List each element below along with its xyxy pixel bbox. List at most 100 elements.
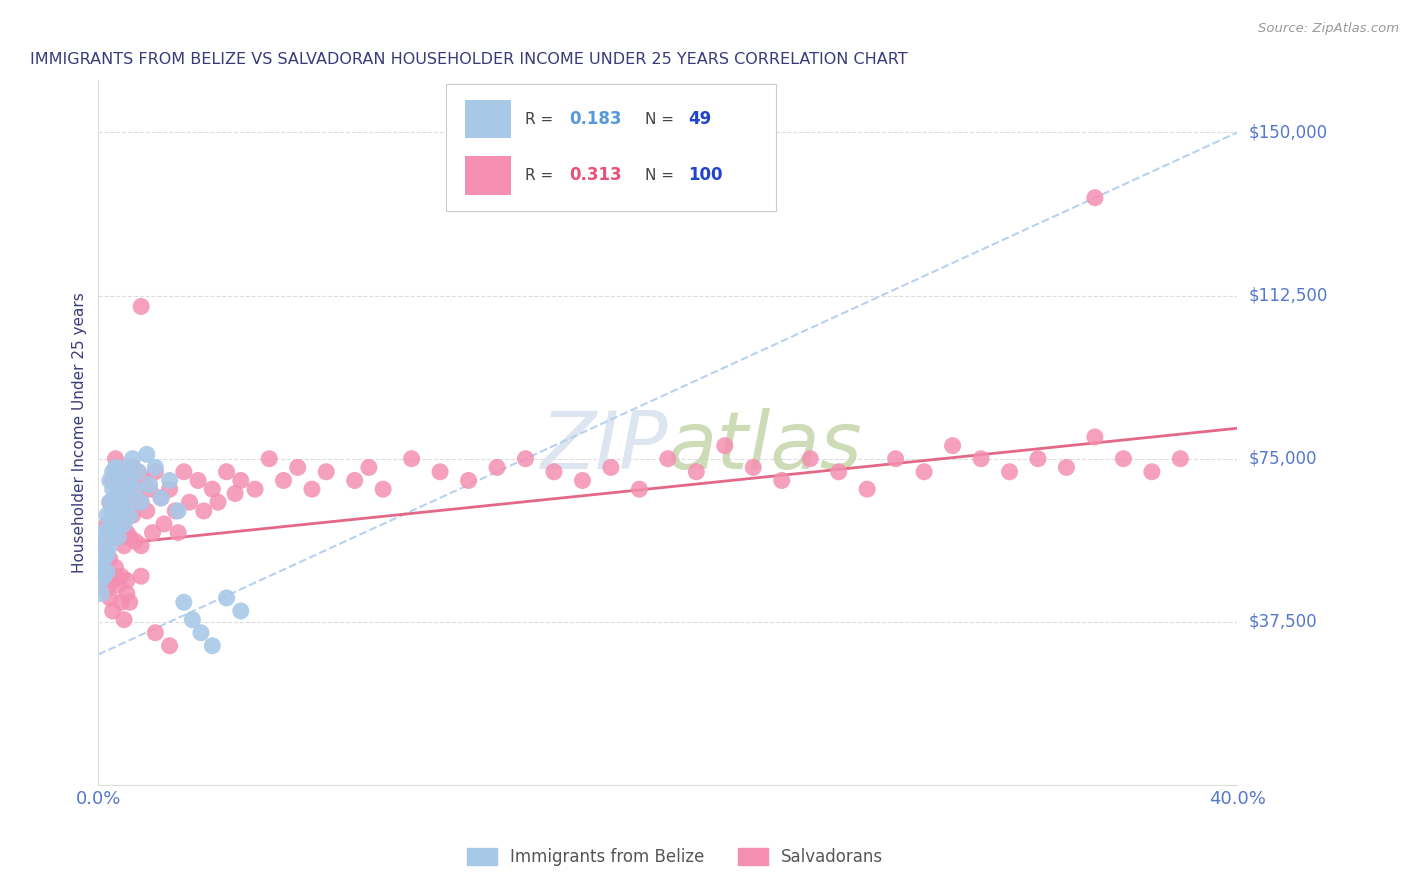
Point bbox=[1140, 465, 1163, 479]
Point bbox=[98, 474, 121, 488]
Point bbox=[1170, 451, 1192, 466]
Point bbox=[970, 451, 993, 466]
Point bbox=[101, 465, 124, 479]
Point bbox=[942, 439, 965, 453]
Point bbox=[129, 495, 152, 509]
Point bbox=[110, 516, 132, 531]
Point bbox=[884, 451, 907, 466]
Point bbox=[124, 482, 146, 496]
Point bbox=[343, 474, 366, 488]
Text: $37,500: $37,500 bbox=[1249, 613, 1317, 631]
Point bbox=[1084, 430, 1107, 444]
Text: $75,000: $75,000 bbox=[1249, 450, 1317, 467]
Point bbox=[110, 569, 132, 583]
Point bbox=[96, 565, 118, 579]
Point bbox=[96, 516, 118, 531]
Point bbox=[118, 508, 141, 523]
Point bbox=[98, 495, 121, 509]
Point bbox=[101, 604, 124, 618]
Point bbox=[193, 504, 215, 518]
Point bbox=[90, 560, 112, 574]
Point bbox=[110, 469, 132, 483]
Point bbox=[96, 582, 118, 597]
Point bbox=[98, 591, 121, 605]
Point bbox=[104, 491, 127, 505]
Point bbox=[101, 574, 124, 588]
Point bbox=[90, 586, 112, 600]
Point bbox=[770, 474, 793, 488]
Point bbox=[207, 495, 229, 509]
Point bbox=[104, 560, 127, 574]
Point bbox=[401, 451, 423, 466]
Point bbox=[96, 508, 118, 523]
Point bbox=[121, 460, 143, 475]
Point bbox=[90, 574, 112, 588]
Point bbox=[187, 474, 209, 488]
Point bbox=[201, 482, 224, 496]
Text: R =: R = bbox=[526, 168, 558, 183]
Point bbox=[98, 551, 121, 566]
FancyBboxPatch shape bbox=[446, 84, 776, 211]
Point bbox=[115, 586, 138, 600]
Point bbox=[101, 482, 124, 496]
Point bbox=[135, 504, 157, 518]
Point bbox=[110, 465, 132, 479]
Point bbox=[259, 451, 281, 466]
Point bbox=[107, 530, 129, 544]
Point bbox=[129, 300, 152, 314]
Point bbox=[1084, 191, 1107, 205]
Point bbox=[229, 604, 252, 618]
Point bbox=[145, 460, 167, 475]
Point bbox=[315, 465, 337, 479]
Point bbox=[159, 482, 181, 496]
Point bbox=[357, 460, 380, 475]
Point bbox=[118, 474, 141, 488]
Point bbox=[141, 525, 163, 540]
Point bbox=[243, 482, 266, 496]
Text: $150,000: $150,000 bbox=[1249, 123, 1327, 142]
Point bbox=[998, 465, 1021, 479]
Point bbox=[107, 486, 129, 500]
Point bbox=[373, 482, 395, 496]
Point bbox=[167, 504, 190, 518]
Point bbox=[121, 508, 143, 523]
Point bbox=[93, 525, 115, 540]
Point bbox=[600, 460, 623, 475]
Point bbox=[153, 516, 176, 531]
Point bbox=[93, 539, 115, 553]
Point bbox=[104, 451, 127, 466]
Point bbox=[98, 539, 121, 553]
Point bbox=[159, 474, 181, 488]
Point bbox=[112, 482, 135, 496]
Point bbox=[112, 495, 135, 509]
Point bbox=[543, 465, 565, 479]
Text: 100: 100 bbox=[689, 167, 723, 185]
Text: N =: N = bbox=[645, 112, 679, 127]
Point bbox=[115, 474, 138, 488]
Point bbox=[628, 482, 651, 496]
Point bbox=[118, 530, 141, 544]
Point bbox=[115, 574, 138, 588]
Point bbox=[287, 460, 309, 475]
Point bbox=[179, 495, 201, 509]
Text: $112,500: $112,500 bbox=[1249, 286, 1327, 304]
Point bbox=[121, 451, 143, 466]
Point bbox=[107, 482, 129, 496]
Point bbox=[115, 525, 138, 540]
Point bbox=[124, 486, 146, 500]
Point bbox=[138, 482, 160, 496]
Point bbox=[173, 595, 195, 609]
Text: R =: R = bbox=[526, 112, 558, 127]
Text: ZIP: ZIP bbox=[540, 408, 668, 486]
Point bbox=[129, 539, 152, 553]
Point bbox=[1026, 451, 1049, 466]
Point bbox=[138, 478, 160, 492]
Point bbox=[301, 482, 323, 496]
Point bbox=[486, 460, 509, 475]
Point bbox=[799, 451, 821, 466]
Point bbox=[104, 521, 127, 535]
Point bbox=[96, 530, 118, 544]
Point bbox=[132, 474, 155, 488]
Text: atlas: atlas bbox=[668, 408, 863, 486]
Point bbox=[115, 460, 138, 475]
